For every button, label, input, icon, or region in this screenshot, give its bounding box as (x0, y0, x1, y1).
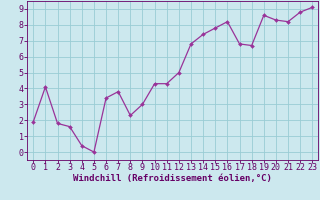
X-axis label: Windchill (Refroidissement éolien,°C): Windchill (Refroidissement éolien,°C) (73, 174, 272, 183)
